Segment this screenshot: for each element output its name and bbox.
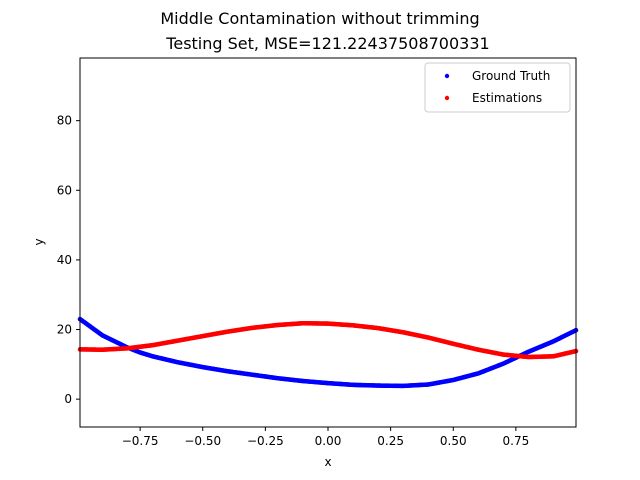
x-tick-label: 0.25 bbox=[377, 434, 404, 448]
x-tick-label: −0.50 bbox=[184, 434, 221, 448]
plot-area bbox=[77, 316, 579, 389]
x-tick-label: 0.75 bbox=[503, 434, 530, 448]
x-axis-label: x bbox=[324, 455, 331, 469]
legend-box bbox=[424, 62, 571, 113]
x-tick-label: 0.00 bbox=[315, 434, 342, 448]
series-estimations bbox=[77, 320, 579, 360]
x-tick-label: −0.25 bbox=[247, 434, 284, 448]
y-tick-label: 20 bbox=[57, 323, 72, 337]
x-tick-label: −0.75 bbox=[122, 434, 159, 448]
y-tick-label: 0 bbox=[64, 392, 72, 406]
x-tick-label: 0.50 bbox=[440, 434, 467, 448]
legend-label-estimations: Estimations bbox=[472, 91, 542, 105]
plot-frame bbox=[79, 57, 577, 428]
chart-suptitle: Middle Contamination without trimming bbox=[160, 9, 479, 28]
y-axis: 0 20 40 60 80 bbox=[57, 114, 80, 406]
y-tick-label: 40 bbox=[57, 253, 72, 267]
y-axis-label: y bbox=[32, 238, 46, 245]
legend: Ground Truth Estimations bbox=[424, 62, 571, 113]
legend-label-ground-truth: Ground Truth bbox=[472, 69, 550, 83]
series-ground-truth bbox=[77, 316, 579, 389]
y-tick-label: 60 bbox=[57, 183, 72, 197]
x-axis: −0.75 −0.50 −0.25 0.00 0.25 0.50 0.75 bbox=[122, 427, 530, 448]
legend-marker-ground-truth bbox=[444, 73, 450, 79]
y-tick-label: 80 bbox=[57, 114, 72, 128]
legend-marker-estimations bbox=[444, 95, 450, 101]
chart-title: Testing Set, MSE=121.22437508700331 bbox=[165, 34, 489, 53]
